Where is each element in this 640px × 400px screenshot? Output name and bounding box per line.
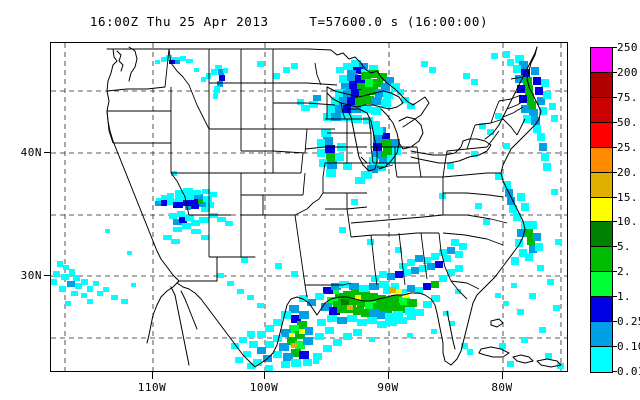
precip-region-colorado-newmexico [155,188,233,244]
precip-region-gulf-coast [299,281,440,328]
colorbar-tick-mark-2 [613,96,617,98]
xtick-110w [152,372,153,379]
colorbar-tick-labels: 250. 200. 75. 50. 25. 20. 15. 10. 5. 2. 1. 0.25 0.10… [613,42,640,378]
colorbar-band-1 [591,72,612,98]
colorbar [590,47,613,373]
precip-region-mid-atlantic [495,173,543,265]
colorbar-tick-label-13: 0.01 [617,365,640,378]
precip-region-northeast [491,51,558,171]
ytick-label-40n: 40N [20,146,42,159]
colorbar-tick-mark-5 [613,171,617,173]
ytick-30n [44,275,51,276]
colorbar-band-11 [591,322,612,348]
colorbar-band-8 [591,247,612,273]
ytick-label-30n: 30N [20,269,42,282]
colorbar-tick-mark-11 [613,321,617,323]
colorbar-tick-mark-13 [613,371,617,372]
colorbar-tick-mark-1 [613,71,617,73]
colorbar-band-12 [591,347,612,372]
xtick-label-110w: 110W [137,381,167,394]
colorbar-tick-mark-12 [613,346,617,348]
colorbar-band-3 [591,122,612,148]
colorbar-tick-mark-7 [613,221,617,223]
precip-region-southeast [371,239,467,296]
colorbar-tick-mark-8 [613,246,617,248]
colorbar-tick-label-2: 75. [617,90,638,104]
colorbar-band-9 [591,272,612,298]
precip-region-great-lakes [297,60,415,184]
map-outlines [106,46,562,368]
colorbar-tick-label-1: 200. [617,65,640,79]
colorbar-tick-mark-3 [613,121,617,123]
ytick-40n [44,152,51,153]
figure-title: 16:00Z Thu 25 Apr 2013 T=57600.0 s (16:0… [89,14,489,29]
colorbar-tick-label-11: 0.25 [617,315,640,329]
xtick-80w [502,372,503,379]
colorbar-tick-label-12: 0.10 [617,340,640,354]
xtick-label-90w: 90W [377,381,399,394]
colorbar-band-6 [591,197,612,223]
colorbar-tick-label-0: 250. [617,41,640,54]
colorbar-band-4 [591,147,612,173]
map-canvas [51,43,567,371]
colorbar-tick-label-9: 2. [617,265,631,279]
precip-region-northern-rockies [155,55,228,218]
colorbar-band-5 [591,172,612,198]
colorbar-band-0 [591,48,612,73]
colorbar-band-10 [591,297,612,323]
colorbar-band-2 [591,97,612,123]
colorbar-tick-label-5: 20. [617,165,638,179]
map-plot-area [50,42,568,372]
colorbar-tick-label-7: 10. [617,215,638,229]
colorbar-tick-label-4: 25. [617,140,638,154]
precip-region-southern-california [51,229,136,306]
precip-region-texas [217,273,362,371]
colorbar-tick-label-10: 1. [617,290,631,304]
colorbar-band-7 [591,222,612,248]
xtick-label-100w: 100W [249,381,279,394]
colorbar-tick-mark-4 [613,146,617,148]
xtick-label-80w: 80W [491,381,513,394]
xtick-100w [264,372,265,379]
colorbar-tick-label-6: 15. [617,190,638,204]
colorbar-tick-label-3: 50. [617,115,638,129]
colorbar-tick-mark-0 [613,47,617,48]
state-boundaries [106,48,528,300]
colorbar-tick-mark-10 [613,296,617,298]
colorbar-tick-mark-9 [613,271,617,273]
precip-region-scattered [171,61,564,369]
precip-region-florida [449,283,517,355]
xtick-90w [388,372,389,379]
colorbar-tick-label-8: 5. [617,240,631,254]
precipitation-field [51,51,564,371]
colorbar-tick-mark-6 [613,196,617,198]
